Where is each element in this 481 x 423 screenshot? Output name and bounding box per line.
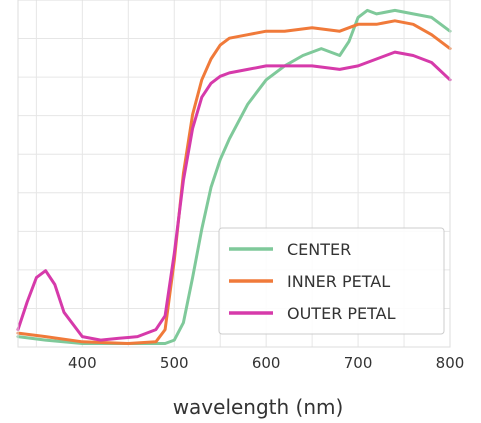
- x-tick-label: 800: [436, 354, 465, 372]
- plot-frame: [17, 0, 451, 348]
- legend-label: INNER PETAL: [287, 272, 390, 291]
- x-tick-label: 700: [344, 354, 373, 372]
- series-line: [16, 50, 452, 342]
- x-axis-title: wavelength (nm): [173, 395, 344, 419]
- legend-box: [218, 227, 445, 335]
- series-layer: [16, 8, 452, 345]
- x-tick-labels: 400 500 600 700 800: [68, 354, 464, 372]
- x-tick-label: 400: [68, 354, 97, 372]
- legend: CENTER INNER PETAL OUTER PETAL: [218, 227, 445, 335]
- x-tick-label: 600: [252, 354, 281, 372]
- legend-label: CENTER: [287, 240, 351, 259]
- x-tick-label: 500: [160, 354, 189, 372]
- legend-label: OUTER PETAL: [287, 304, 396, 323]
- series-line: [16, 19, 452, 345]
- series-line: [16, 8, 452, 345]
